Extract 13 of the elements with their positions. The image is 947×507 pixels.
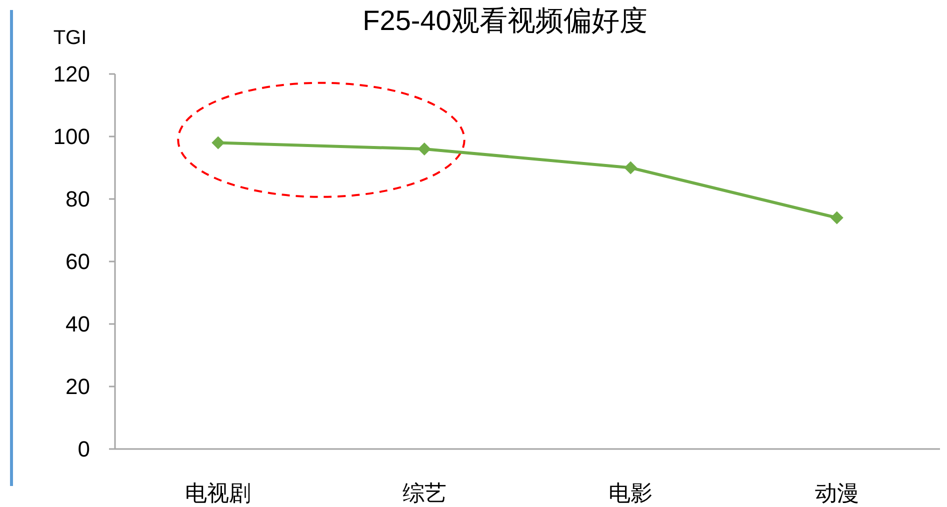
ytick: 0 [78,436,90,462]
ytick: 80 [66,186,90,212]
xtick: 电视剧 [185,480,252,506]
ytick: 100 [53,124,90,149]
ytick: 120 [53,62,90,86]
ytick: 20 [66,374,90,399]
ytick: 60 [66,249,90,274]
xtick: 电影 [608,480,653,506]
ytick: 40 [66,312,90,336]
xtick: 动漫 [814,480,859,506]
xtick: 综艺 [402,480,446,506]
ylabel: TGI [53,27,87,49]
title: F25-40观看视频偏好度 [362,5,648,36]
